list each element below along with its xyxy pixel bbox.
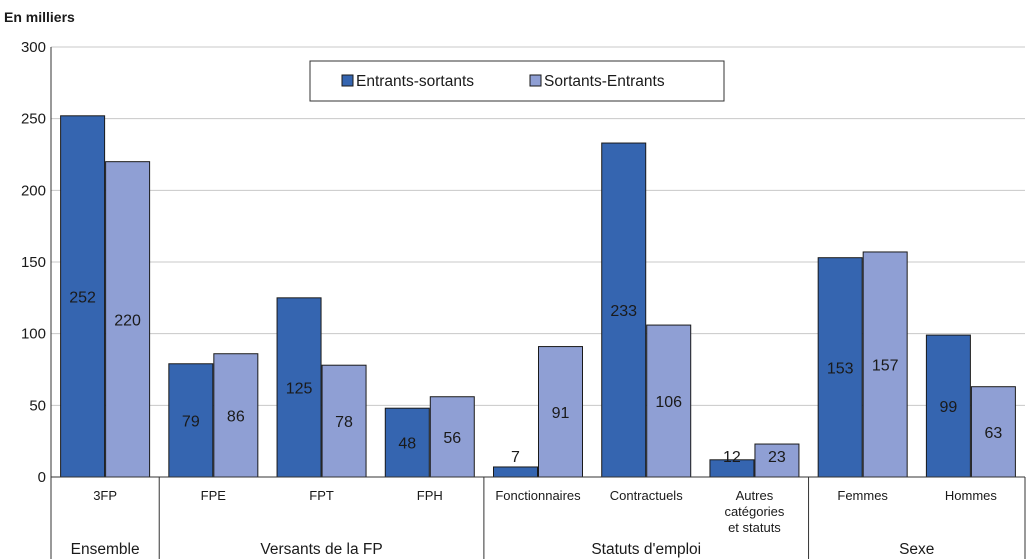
category-label: FPH — [417, 488, 443, 503]
unit-label: En milliers — [4, 9, 75, 25]
data-label: 157 — [872, 357, 899, 374]
y-tick-label: 150 — [21, 254, 46, 271]
legend: Entrants-sortants Sortants-Entrants — [309, 60, 725, 102]
data-label: 78 — [335, 414, 353, 431]
data-label: 233 — [610, 303, 637, 320]
data-label: 63 — [984, 425, 1002, 442]
category-label: Hommes — [945, 488, 998, 503]
bar — [384, 407, 430, 478]
bar — [321, 364, 367, 478]
legend-swatch — [341, 74, 354, 87]
data-label: 48 — [398, 436, 416, 453]
bar — [538, 346, 583, 478]
data-label: 12 — [723, 449, 741, 466]
group-label: Versants de la FP — [260, 541, 382, 558]
data-label: 7 — [511, 449, 520, 466]
group-label: Ensemble — [71, 541, 140, 558]
bar — [105, 161, 151, 478]
y-tick-label: 0 — [38, 469, 46, 486]
bar — [817, 257, 863, 478]
bar — [168, 363, 214, 478]
data-label: 106 — [655, 394, 682, 411]
data-label: 86 — [227, 408, 245, 425]
legend-label: Sortants-Entrants — [544, 73, 665, 90]
data-label: 125 — [286, 380, 313, 397]
bar — [925, 334, 971, 478]
data-label: 56 — [443, 430, 461, 447]
bar — [601, 142, 647, 478]
labels: 0 50 100 150 200 250 300 252 79 125 48 7 233 12 153 99 2… — [21, 39, 1002, 558]
category-label: FPT — [309, 488, 334, 503]
category-label: Fonctionnaires — [495, 488, 581, 503]
legend-swatch — [529, 74, 542, 87]
bar — [754, 443, 800, 478]
data-label: 99 — [939, 399, 957, 416]
y-tick-label: 250 — [21, 111, 46, 128]
data-label: 252 — [69, 289, 96, 306]
y-tick-label: 50 — [29, 397, 46, 414]
y-tick-label: 300 — [21, 39, 46, 56]
group-label: Statuts d'emploi — [591, 541, 701, 558]
data-label: 153 — [827, 360, 854, 377]
bar — [646, 324, 692, 478]
category-label: Femmes — [837, 488, 888, 503]
group-label: Sexe — [899, 541, 934, 558]
y-tick-label: 200 — [21, 182, 46, 199]
bar — [429, 396, 475, 478]
bars — [60, 115, 1016, 478]
data-label: 23 — [768, 449, 786, 466]
data-label: 79 — [182, 413, 200, 430]
data-label: 91 — [552, 405, 570, 422]
axes — [50, 47, 1026, 559]
y-tick-label: 100 — [21, 326, 46, 343]
bar — [213, 353, 259, 478]
data-label: 220 — [114, 312, 141, 329]
bar — [276, 297, 322, 478]
bar — [862, 251, 908, 478]
category-label: Autres catégories et statuts — [724, 488, 784, 535]
bar — [493, 466, 538, 478]
bar — [970, 386, 1016, 478]
category-label: 3FP — [93, 488, 117, 503]
legend-box — [309, 60, 725, 102]
legend-label: Entrants-sortants — [356, 73, 474, 90]
category-label: Contractuels — [610, 488, 683, 503]
category-label: FPE — [201, 488, 227, 503]
